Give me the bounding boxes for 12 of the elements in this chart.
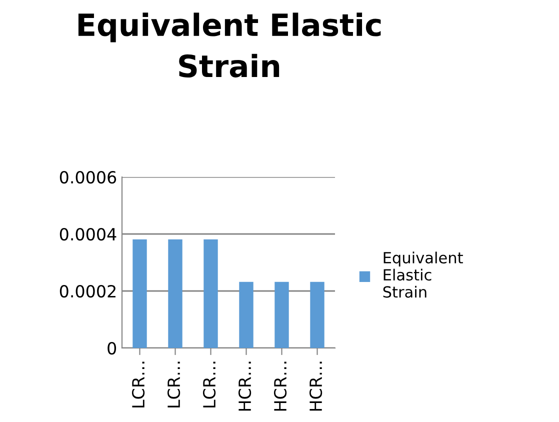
y-tick-label: 0.0006 (60, 170, 116, 184)
x-tick-label: HCR… (274, 362, 287, 411)
x-tick-label: HCR… (309, 362, 322, 411)
y-tick-label: 0 (108, 342, 116, 355)
y-tick-label: 0.0004 (60, 228, 116, 241)
x-tick-label: LCR… (202, 362, 216, 408)
x-tick-label: HCR… (238, 362, 252, 411)
x-tick-label: LCR… (167, 362, 180, 408)
chart-title: Equivalent Elastic Strain (78, 12, 381, 78)
y-tick-label: 0.0002 (60, 284, 116, 298)
legend-label: Equivalent Elastic Strain (383, 252, 463, 298)
x-tick-label: LCR… (132, 362, 145, 408)
